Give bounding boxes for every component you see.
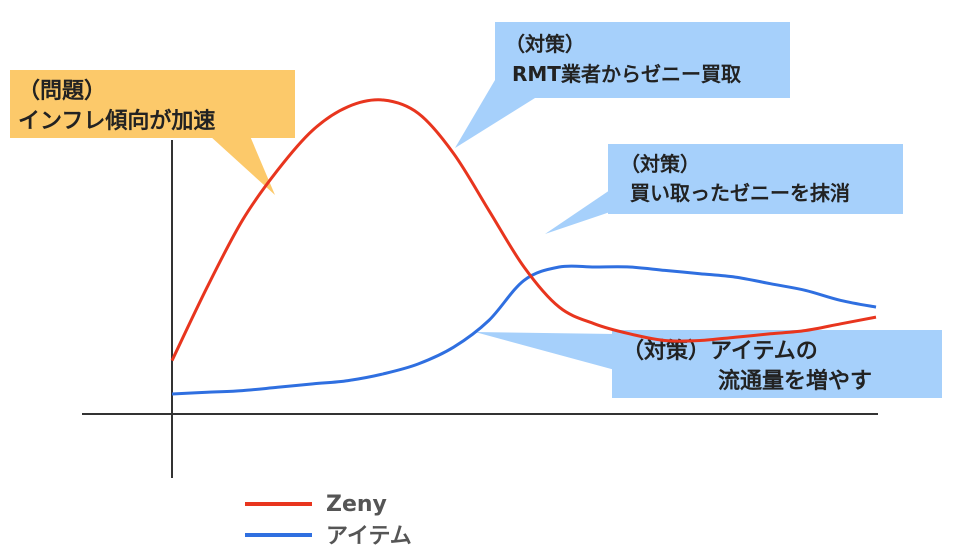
callout-problem-tail xyxy=(210,136,275,195)
legend-label-zeny: Zeny xyxy=(326,492,387,517)
callout-measure2: （対策） 買い取ったゼニーを抹消 xyxy=(545,144,903,234)
series-line-zeny xyxy=(170,98,877,362)
callout-measure1: （対策） RMT業者からゼニー買取 xyxy=(455,22,790,148)
callout-measure3-line2: 流通量を増やす xyxy=(718,368,872,394)
callout-problem: （問題） インフレ傾向が加速 xyxy=(10,70,295,195)
callout-measure1-box xyxy=(495,22,790,98)
callout-measure2-tail xyxy=(545,190,610,234)
callout-problem-line1: （問題） xyxy=(18,79,106,104)
callout-measure2-line2: 買い取ったゼニーを抹消 xyxy=(630,181,850,205)
legend: Zeny アイテム xyxy=(245,492,412,549)
callout-measure2-box xyxy=(608,144,903,214)
callout-measure3-line1: （対策）アイテムの xyxy=(622,338,818,364)
callout-problem-box xyxy=(10,70,295,138)
series-line-item xyxy=(171,264,877,396)
legend-label-item: アイテム xyxy=(326,524,412,549)
callout-measure3-tail xyxy=(475,332,615,370)
callout-measure2-line1: （対策） xyxy=(620,152,700,176)
callout-problem-line2: インフレ傾向が加速 xyxy=(18,108,215,134)
callout-measure1-line1: （対策） xyxy=(505,32,585,56)
callout-measure1-line2: RMT業者からゼニー買取 xyxy=(512,62,741,86)
